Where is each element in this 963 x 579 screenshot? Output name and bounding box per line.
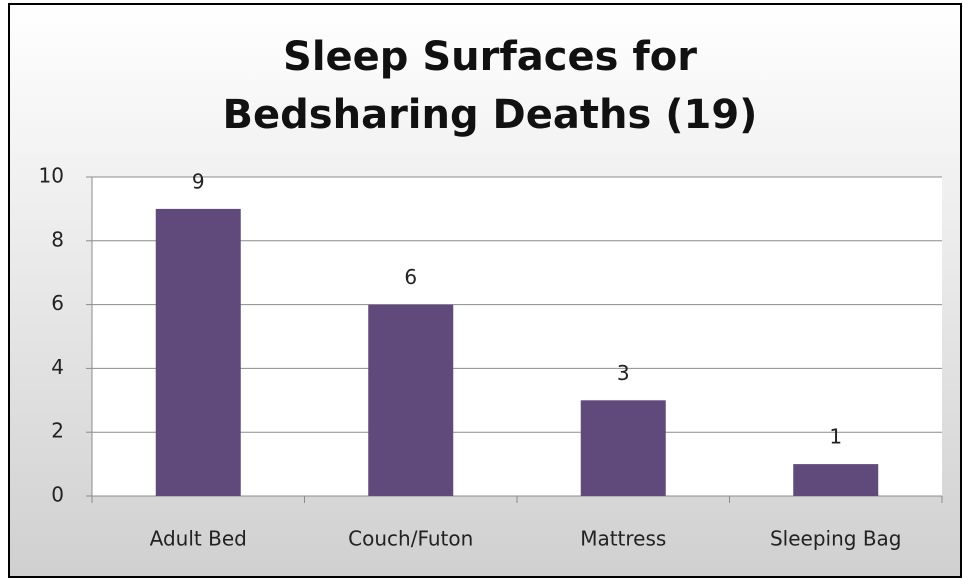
y-tick-label: 6 [51, 291, 64, 315]
y-tick-label: 4 [51, 355, 64, 379]
x-tick-label: Adult Bed [150, 527, 247, 551]
y-tick-label: 2 [51, 419, 64, 443]
data-label: 3 [617, 361, 630, 385]
bar [155, 208, 241, 496]
x-tick-label: Couch/Futon [348, 527, 473, 551]
chart-title: Sleep Surfaces for Bedsharing Deaths (19… [222, 34, 758, 138]
y-tick-label: 10 [39, 164, 64, 188]
data-label: 1 [829, 425, 842, 449]
x-tick-label: Sleeping Bag [770, 527, 902, 551]
y-tick-label: 8 [51, 227, 64, 251]
data-label: 6 [404, 265, 417, 289]
y-tick-label: 0 [51, 483, 64, 507]
data-label: 9 [192, 169, 205, 193]
bar [580, 400, 666, 496]
x-tick-label: Mattress [580, 527, 666, 551]
bar [368, 304, 454, 496]
bar [793, 464, 879, 496]
